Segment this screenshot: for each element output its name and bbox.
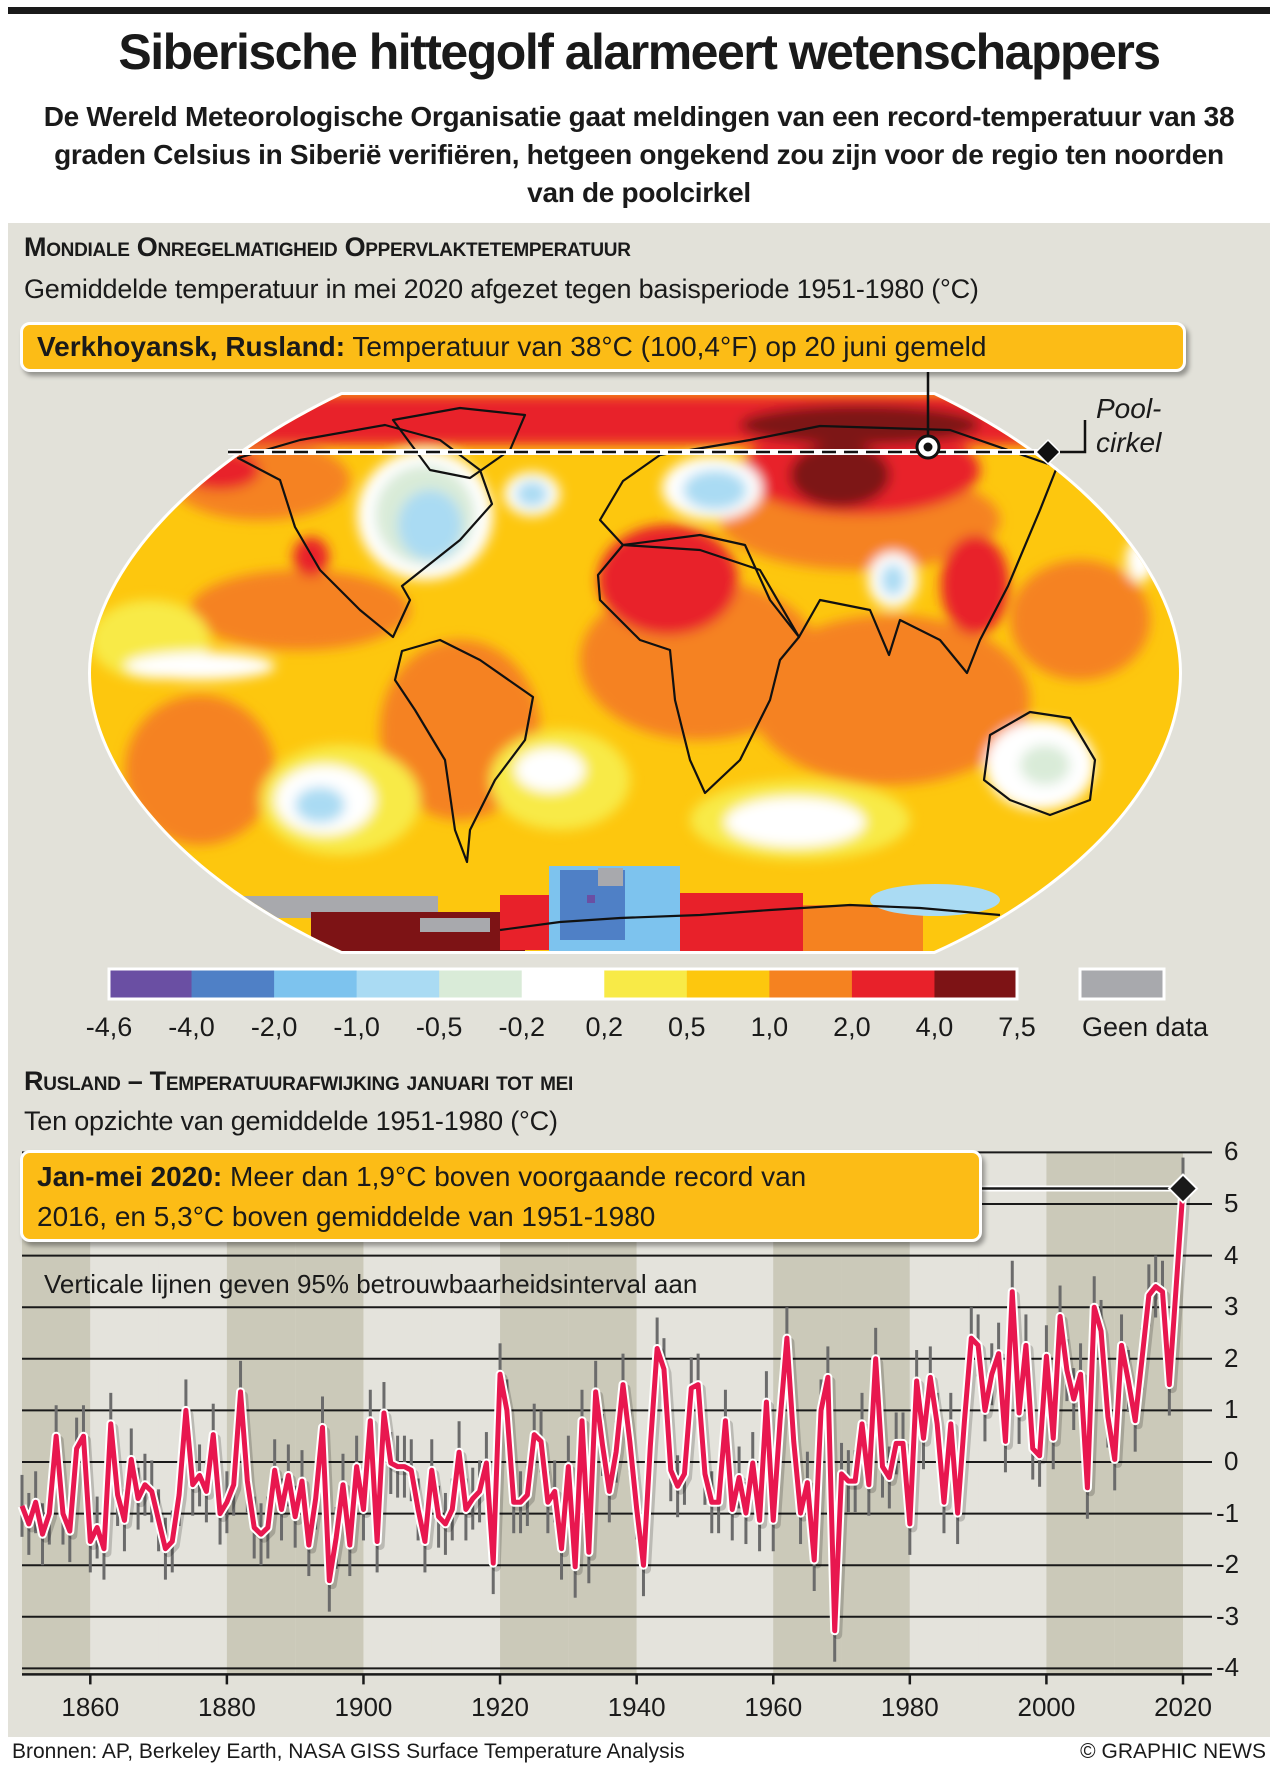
y-tick-label: 6: [1224, 1136, 1239, 1167]
y-tick-label: -3: [1216, 1600, 1240, 1631]
legend-swatch: [356, 969, 440, 999]
x-tick-label: 1980: [880, 1692, 939, 1723]
polar-circle-label: Pool- cirkel: [1096, 392, 1161, 460]
y-tick-label: -4: [1216, 1652, 1240, 1683]
callout-period: Jan-mei 2020:: [37, 1161, 223, 1192]
callout-text: Temperatuur van 38°C (100,4°F) op 20 jun…: [345, 331, 987, 362]
y-tick-label: -1: [1216, 1497, 1240, 1528]
y-tick-label: 3: [1224, 1291, 1239, 1322]
legend-label: -1,0: [333, 1012, 380, 1042]
map-section-heading: Mondiale Onregelmatigheid Oppervlaktetem…: [24, 232, 631, 262]
map-section-subheading: Gemiddelde temperatuur in mei 2020 afgez…: [24, 274, 979, 304]
legend-no-data-swatch: [1078, 967, 1166, 1001]
legend-swatch: [604, 969, 688, 999]
polar-circle-diamond-icon: [1034, 438, 1062, 466]
legend-swatch: [934, 969, 1018, 999]
credit: © GRAPHIC NEWS: [1080, 1740, 1266, 1763]
y-tick-label: 2: [1224, 1342, 1239, 1373]
x-tick-label: 1880: [197, 1692, 256, 1723]
y-tick-label: 0: [1224, 1446, 1239, 1476]
x-tick-label: 1940: [607, 1692, 666, 1723]
callout-line-1: Jan-mei 2020: Meer dan 1,9°C boven voorg…: [37, 1157, 965, 1197]
legend-label: -4,0: [168, 1012, 215, 1042]
record-diamond-icon: [1167, 1173, 1199, 1204]
decade-band: [978, 1152, 1047, 1675]
legend-label: -0,2: [498, 1012, 545, 1042]
legend-label: 0,5: [668, 1012, 706, 1042]
top-rule: [8, 7, 1270, 14]
legend-color-bar: [107, 967, 1019, 1001]
legend-swatch: [191, 969, 275, 999]
x-tick-label: 2000: [1017, 1692, 1076, 1723]
legend-label: 4,0: [915, 1012, 954, 1042]
anomaly-fill: [91, 395, 1179, 951]
legend-swatch: [686, 969, 770, 999]
polar-label-line1: Pool-: [1096, 393, 1162, 424]
legend-swatch: [439, 969, 523, 999]
y-tick-label: 4: [1224, 1239, 1239, 1270]
page-title: Siberische hittegolf alarmeert wetenscha…: [118, 24, 1161, 80]
legend-border: [107, 967, 1019, 1001]
polar-label-leader: [1060, 420, 1087, 454]
decade-band: [1114, 1152, 1183, 1675]
legend-label: 1,0: [750, 1012, 789, 1042]
legend-labels: -4,6 -4,0 -2,0 -1,0 -0,5 -0,2 0,2 0,5 1,0 2,0 4,0 7…: [0, 1012, 1278, 1046]
legend-swatch: [851, 969, 935, 999]
jan-mei-2020-callout: Jan-mei 2020: Meer dan 1,9°C boven voorg…: [20, 1150, 982, 1242]
legend-label: -4,6: [85, 1012, 133, 1042]
x-tick-label: 1860: [61, 1692, 120, 1723]
temperature-anomaly-map: [87, 372, 1183, 1001]
temperature-anomaly-line: [19, 1188, 1186, 1634]
sources: Bronnen: AP, Berkeley Earth, NASA GISS S…: [12, 1740, 685, 1763]
legend-label: 0,2: [585, 1012, 624, 1042]
x-tick-label: 1920: [471, 1692, 529, 1723]
chart-section-subheading: Ten opzichte van gemiddelde 1951-1980 (°…: [24, 1106, 558, 1136]
legend-label: 2,0: [833, 1012, 871, 1042]
confidence-interval-note: Verticale lijnen geven 95% betrouwbaarhe…: [44, 1269, 698, 1299]
x-tick-label: 1960: [744, 1692, 803, 1723]
x-tick-label: 1900: [334, 1692, 393, 1723]
y-tick-label: 1: [1224, 1394, 1239, 1425]
legend-label: -0,5: [415, 1012, 463, 1042]
legend-label: 7,5: [998, 1012, 1036, 1042]
chart-section-heading: Rusland – Temperatuurafwijking januari t…: [24, 1066, 574, 1096]
callout-line1-text: Meer dan 1,9°C boven voorgaande record v…: [222, 1161, 807, 1192]
legend-swatch: [109, 969, 193, 999]
polar-label-line2: cirkel: [1096, 427, 1162, 458]
x-tick-label: 2020: [1154, 1692, 1212, 1723]
coastlines: [236, 406, 1097, 932]
legend-swatch: [521, 969, 605, 999]
legend-no-data-label: Geen data: [1082, 1012, 1209, 1042]
legend-swatch: [769, 969, 853, 999]
page-subtitle: De Wereld Meteorologische Organisatie ga…: [43, 101, 1235, 208]
legend-swatch: [274, 969, 358, 999]
verkhoyansk-callout: Verkhoyansk, Rusland: Temperatuur van 38…: [20, 322, 1186, 372]
y-tick-label: 5: [1224, 1188, 1239, 1218]
verkhoyansk-marker-dot: [923, 442, 933, 452]
callout-line-2: 2016, en 5,3°C boven gemiddelde van 1951…: [37, 1201, 656, 1232]
callout-location: Verkhoyansk, Rusland:: [37, 331, 346, 362]
legend-label: -2,0: [250, 1012, 298, 1042]
y-tick-label: -2: [1216, 1549, 1240, 1580]
